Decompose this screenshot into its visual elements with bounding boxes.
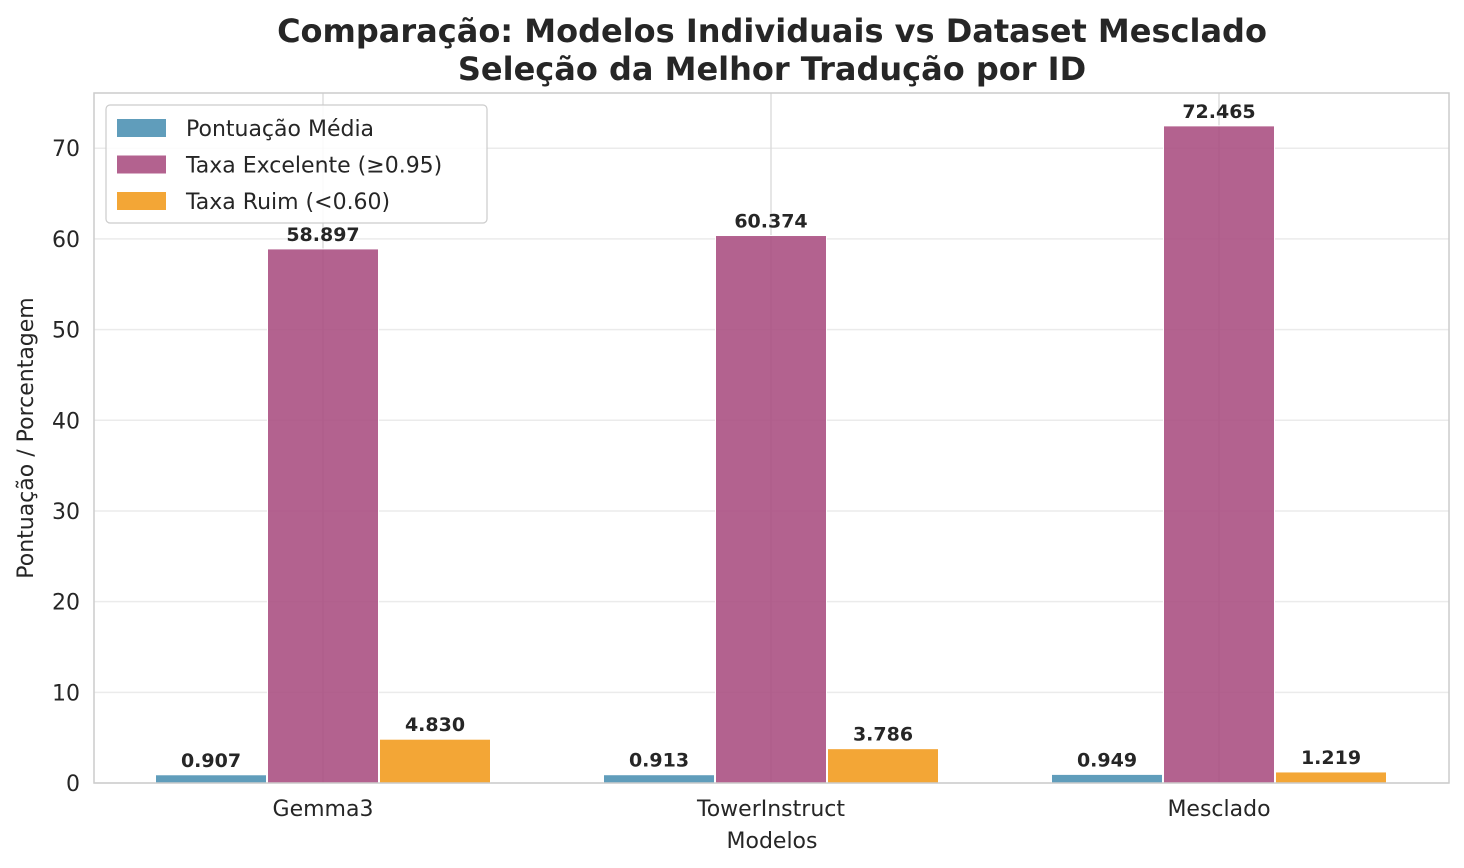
plot-frame (93, 92, 1450, 784)
y-tick-label: 60 (52, 228, 80, 253)
legend-label: Taxa Ruim (<0.60) (185, 190, 390, 215)
legend-swatch (117, 119, 166, 137)
data-labels: 0.907 0.913 0.949 58.897 60.374 72.465 4.830 3.… (181, 101, 1361, 772)
legend: Pontuação Média Taxa Excelente (≥0.95) Tax… (105, 104, 488, 224)
bar-value-label: 60.374 (734, 211, 807, 233)
legend-label: Pontuação Média (186, 117, 374, 142)
y-axis-label: Pontuação / Porcentagem (14, 297, 39, 579)
bar (267, 248, 379, 784)
bar (1051, 773, 1163, 784)
tick-labels: 0 10 20 30 40 50 60 70 Gemma3 TowerInstruct Mescla… (52, 137, 1271, 822)
bar-value-label: 58.897 (286, 224, 359, 246)
bar (603, 774, 715, 784)
legend-swatch (117, 192, 166, 210)
bar (1275, 771, 1387, 784)
y-tick-label: 70 (52, 137, 80, 162)
y-tick-label: 50 (52, 319, 80, 344)
y-tick-label: 10 (52, 681, 80, 706)
bar (715, 235, 827, 784)
bar (1163, 125, 1275, 784)
y-tick-label: 30 (52, 500, 80, 525)
x-axis-label: Modelos (727, 829, 818, 854)
legend-swatch (117, 155, 166, 174)
bar (379, 738, 491, 784)
legend-box (105, 104, 488, 224)
x-tick-label: Mesclado (1167, 797, 1270, 822)
bar-value-label: 4.830 (405, 714, 465, 736)
y-tick-label: 0 (66, 772, 80, 797)
bar-value-label: 3.786 (853, 724, 913, 746)
bar (155, 774, 267, 784)
chart-title-line1: Comparação: Modelos Individuais vs Datas… (277, 12, 1267, 50)
x-tick-label: Gemma3 (273, 797, 374, 822)
bar-value-label: 72.465 (1182, 101, 1255, 123)
bars (155, 125, 1387, 784)
bar-value-label: 1.219 (1301, 747, 1361, 769)
y-tick-label: 20 (52, 591, 80, 616)
legend-label: Taxa Excelente (≥0.95) (185, 154, 442, 179)
y-tick-label: 40 (52, 409, 80, 434)
bar-value-label: 0.949 (1077, 749, 1137, 771)
x-tick-label: TowerInstruct (696, 797, 845, 822)
bar-value-label: 0.913 (629, 750, 689, 772)
bar (827, 748, 939, 784)
bar-value-label: 0.907 (181, 750, 241, 772)
chart-title-line2: Seleção da Melhor Tradução por ID (458, 50, 1086, 88)
